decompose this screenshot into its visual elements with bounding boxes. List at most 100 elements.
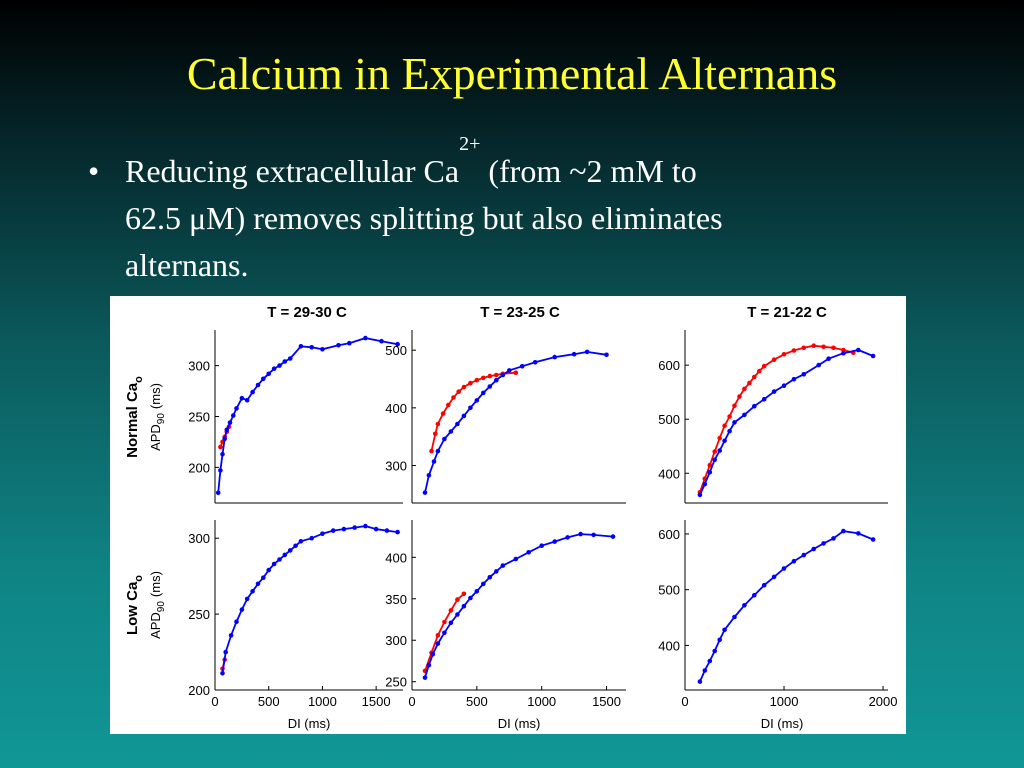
data-point bbox=[571, 351, 577, 357]
data-point bbox=[487, 384, 493, 389]
data-point bbox=[363, 335, 368, 341]
data-point bbox=[761, 363, 767, 369]
data-point bbox=[791, 558, 797, 564]
data-point bbox=[455, 597, 460, 602]
data-point bbox=[282, 359, 288, 364]
data-point bbox=[373, 526, 379, 532]
data-point bbox=[442, 436, 447, 442]
data-point bbox=[539, 543, 544, 548]
data-point bbox=[448, 608, 454, 613]
data-point bbox=[870, 537, 876, 542]
plot-normal-29-30C: 200 250 300 bbox=[188, 330, 403, 504]
data-point bbox=[717, 448, 722, 453]
data-point bbox=[841, 350, 846, 356]
data-point bbox=[234, 619, 239, 624]
data-point bbox=[781, 352, 787, 357]
data-point bbox=[435, 448, 441, 454]
data-point bbox=[712, 457, 717, 463]
data-point bbox=[702, 668, 708, 673]
data-point bbox=[433, 431, 438, 437]
series-line bbox=[699, 344, 854, 493]
data-point bbox=[737, 394, 742, 399]
data-point bbox=[584, 349, 590, 355]
data-point bbox=[717, 637, 722, 643]
data-point bbox=[474, 398, 480, 403]
data-point bbox=[702, 481, 708, 487]
series-line bbox=[424, 533, 614, 678]
y-tick-label: 200 bbox=[188, 683, 210, 698]
column-title: T = 23-25 C bbox=[480, 304, 560, 321]
data-point bbox=[752, 592, 757, 598]
data-point bbox=[336, 343, 341, 348]
data-point bbox=[435, 421, 441, 427]
plot-normal-21-22C: 400 500 600 bbox=[658, 330, 888, 504]
y-tick-label: 500 bbox=[385, 343, 407, 358]
y-tick-label: 500 bbox=[658, 583, 680, 598]
y-tick-label: 350 bbox=[385, 592, 407, 607]
data-point bbox=[468, 380, 473, 386]
y-tick-label: 200 bbox=[188, 460, 210, 475]
data-point bbox=[487, 373, 493, 379]
data-point bbox=[841, 347, 846, 353]
data-point bbox=[742, 412, 747, 418]
y-axis-label: APD90 (ms) bbox=[148, 383, 167, 451]
data-point bbox=[271, 366, 277, 371]
data-point bbox=[461, 384, 467, 390]
y-tick-label: 400 bbox=[385, 401, 407, 416]
data-point bbox=[448, 620, 454, 626]
data-point bbox=[456, 389, 462, 394]
plot-low-23-25C: 250 300 350 400 0 500 1000 1500 bbox=[385, 520, 626, 709]
x-axis-label: DI (ms) bbox=[761, 716, 804, 731]
y-label-main: APD bbox=[148, 424, 163, 451]
data-point bbox=[442, 630, 447, 636]
data-point bbox=[347, 340, 352, 346]
data-point bbox=[431, 459, 437, 464]
x-tick-label: 500 bbox=[466, 694, 488, 709]
data-point bbox=[752, 403, 757, 409]
bullet-line3: alternans. bbox=[125, 247, 249, 283]
data-point bbox=[234, 406, 239, 411]
data-point bbox=[309, 535, 314, 541]
data-point bbox=[552, 354, 557, 360]
data-point bbox=[461, 603, 467, 609]
data-point bbox=[255, 581, 261, 587]
y-label-sub: 90 bbox=[156, 601, 167, 613]
slide-title: Calcium in Experimental Alternans bbox=[186, 48, 838, 99]
data-point bbox=[218, 468, 223, 473]
data-point bbox=[826, 356, 831, 361]
data-point bbox=[707, 658, 713, 664]
data-point bbox=[271, 561, 277, 567]
data-point bbox=[220, 451, 225, 457]
data-point bbox=[727, 428, 732, 434]
x-tick-label: 1000 bbox=[308, 694, 337, 709]
data-point bbox=[712, 648, 717, 654]
x-tick-label: 1000 bbox=[770, 694, 799, 709]
data-point bbox=[481, 581, 486, 587]
y-label-main: APD bbox=[148, 612, 163, 639]
data-point bbox=[761, 396, 767, 402]
data-point bbox=[831, 536, 836, 541]
data-point bbox=[455, 421, 460, 427]
data-point bbox=[610, 534, 616, 539]
x-tick-label: 0 bbox=[211, 694, 218, 709]
data-point bbox=[250, 589, 255, 594]
x-tick-label: 0 bbox=[681, 694, 688, 709]
data-point bbox=[282, 552, 288, 558]
data-point bbox=[732, 420, 737, 425]
data-point bbox=[856, 531, 861, 536]
data-point bbox=[430, 652, 436, 657]
y-label-group: APD90 (ms) bbox=[148, 383, 167, 451]
data-point bbox=[429, 448, 434, 454]
data-point bbox=[223, 649, 228, 655]
data-point bbox=[494, 372, 499, 378]
x-axis-label: DI (ms) bbox=[288, 716, 331, 731]
bullet-point: • Reducing extracellular Ca2+ (from ~2 m… bbox=[88, 134, 898, 289]
data-point bbox=[712, 449, 717, 454]
data-point bbox=[481, 390, 486, 396]
x-tick-label: 1500 bbox=[362, 694, 391, 709]
data-point bbox=[707, 462, 713, 468]
data-point bbox=[500, 563, 506, 568]
data-point bbox=[757, 368, 762, 374]
data-point bbox=[266, 371, 271, 377]
data-point bbox=[244, 397, 250, 403]
